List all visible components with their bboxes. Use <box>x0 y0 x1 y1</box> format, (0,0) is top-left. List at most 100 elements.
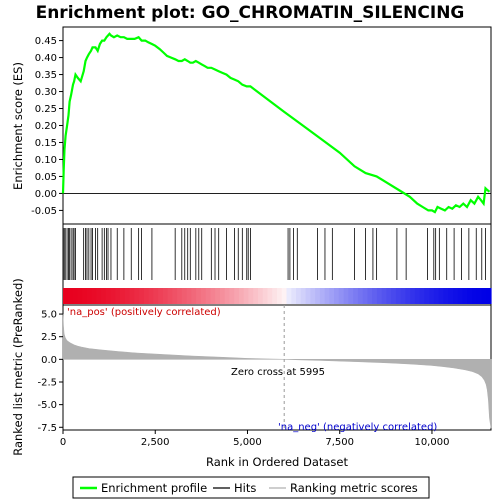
rank-colorbar-cell <box>457 288 464 304</box>
x-axis: 0 2,500 5,000 7,500 10,000 <box>60 430 449 448</box>
rank-colorbar-cell <box>324 288 330 304</box>
rank-colorbar-cell <box>67 288 74 304</box>
rank-colorbar-cell <box>343 288 349 304</box>
legend-box <box>72 476 430 499</box>
rank-colorbar-cell <box>452 288 459 304</box>
rank-colorbar-cell <box>210 288 216 304</box>
rank-colorbar-cell <box>143 288 150 304</box>
rank-colorbar-cell <box>82 288 88 304</box>
es-y-tick-label: 0.25 <box>35 104 57 115</box>
rank-colorbar-cell <box>243 288 250 304</box>
rank-colorbar-cell <box>181 288 188 304</box>
x-axis-label: Rank in Ordered Dataset <box>206 455 349 469</box>
rank-colorbar-cell <box>158 288 164 304</box>
x-tick-label: 0 <box>60 437 66 448</box>
rank-colorbar-cell <box>153 288 159 304</box>
rank-colorbar-cell <box>443 288 449 304</box>
x-tick-label: 7,500 <box>325 437 354 448</box>
es-y-tick-label: 0.45 <box>35 36 57 47</box>
rank-colorbar-cell <box>386 288 392 304</box>
rank-colorbar-cell <box>219 288 226 304</box>
es-curve-layer <box>61 32 491 214</box>
metric-plot-frame <box>62 304 492 431</box>
rank-colorbar-cell <box>72 288 78 304</box>
rank-colorbar-cell <box>424 288 430 304</box>
rank-colorbar-cell <box>191 288 197 304</box>
rank-colorbar-cell <box>438 288 445 304</box>
rank-colorbar-cell <box>172 288 178 304</box>
rank-colorbar-cell <box>410 288 416 304</box>
rank-colorbar-cell <box>310 288 316 304</box>
rank-colorbar-cell <box>305 288 311 304</box>
chart-title: Enrichment plot: GO_CHROMATIN_SILENCING <box>36 3 465 23</box>
rank-colorbar-cell <box>334 288 340 304</box>
metric-y-tick-label: 0.0 <box>41 355 57 366</box>
x-tick-label: 10,000 <box>414 437 449 448</box>
es-y-tick-label: 0.20 <box>35 121 57 132</box>
metric-y-tick-label: -2.5 <box>37 377 57 388</box>
rank-colorbar-cell <box>419 288 426 304</box>
rank-colorbar-cell <box>296 288 302 304</box>
rank-colorbar-cell <box>77 288 83 304</box>
rank-colorbar-cell <box>215 288 221 304</box>
rank-colorbar-cell <box>234 288 240 304</box>
rank-colorbar-cell <box>467 288 473 304</box>
rank-colorbar-cell <box>381 288 387 304</box>
rank-colorbar-cell <box>105 288 112 304</box>
rank-colorbar-cell <box>462 288 468 304</box>
rank-colorbar-cell <box>357 288 364 304</box>
rank-colorbar-cell <box>281 288 288 304</box>
rank-colorbar-cell <box>134 288 140 304</box>
es-y-tick-label: 0.35 <box>35 70 57 81</box>
metric-y-tick-label: 5.0 <box>41 310 57 321</box>
rank-colorbar-cell <box>129 288 135 304</box>
rank-colorbar-cell <box>376 288 383 304</box>
rank-colorbar-cell <box>433 288 440 304</box>
es-y-axis: -0.05 0.00 0.05 0.10 0.15 0.20 0.25 0.30 0.35 0.4… <box>31 36 63 217</box>
rank-colorbar-cell <box>224 288 231 304</box>
rank-colorbar-cell <box>272 288 278 304</box>
metric-y-tick-label: -5.0 <box>37 400 57 411</box>
zero-cross-label: Zero cross at 5995 <box>231 367 325 378</box>
rank-colorbar-cell <box>196 288 202 304</box>
rank-colorbar-cell <box>91 288 97 304</box>
rank-colorbar-cell <box>414 288 421 304</box>
metric-panel: -7.5 -5.0 -2.5 0.0 2.5 5.0 'na_pos' (positive… <box>11 278 492 456</box>
rank-colorbar-cell <box>86 288 93 304</box>
rank-colorbar-cell <box>348 288 354 304</box>
rank-colorbar-cell <box>338 288 345 304</box>
es-y-tick-label: 0.10 <box>35 155 57 166</box>
es-plot-frame <box>62 26 492 225</box>
legend: Enrichment profile Hits Ranking metric s… <box>72 476 430 499</box>
rank-colorbar-cell <box>405 288 411 304</box>
rank-colorbar-cell <box>238 288 245 304</box>
es-y-tick-label: 0.15 <box>35 138 57 149</box>
rank-colorbar-cell <box>186 288 192 304</box>
es-panel: -0.05 0.00 0.05 0.10 0.15 0.20 0.25 0.30 0.35 0.4… <box>11 26 492 225</box>
rank-colorbar-cell <box>367 288 373 304</box>
rank-colorbar-cell <box>300 288 307 304</box>
rank-colorbar-cell <box>319 288 326 304</box>
es-y-tick-label: 0.00 <box>35 189 57 200</box>
rank-colorbar-cell <box>63 288 69 304</box>
rank-colorbar-cell <box>429 288 435 304</box>
rank-colorbar-cell <box>96 288 102 304</box>
hits-panel <box>62 223 492 306</box>
es-y-axis-label: Enrichment score (ES) <box>11 62 25 190</box>
rank-colorbar-cell <box>448 288 454 304</box>
rank-colorbar-cell <box>391 288 397 304</box>
es-y-tick-label: 0.05 <box>35 172 57 183</box>
rank-colorbar-cell <box>101 288 107 304</box>
x-tick-label: 2,500 <box>141 437 170 448</box>
metric-y-axis: -7.5 -5.0 -2.5 0.0 2.5 5.0 <box>37 310 63 434</box>
rank-colorbar-cell <box>291 288 297 304</box>
rank-colorbar-cell <box>481 288 487 304</box>
metric-y-tick-label: -7.5 <box>37 423 57 434</box>
legend-enrichment-label: Enrichment profile <box>101 481 207 495</box>
es-y-tick-label: 0.30 <box>35 87 57 98</box>
rank-colorbar-cell <box>372 288 378 304</box>
rank-colorbar-cell <box>362 288 368 304</box>
rank-colorbar-cell <box>205 288 212 304</box>
es-y-tick-label: 0.40 <box>35 53 57 64</box>
